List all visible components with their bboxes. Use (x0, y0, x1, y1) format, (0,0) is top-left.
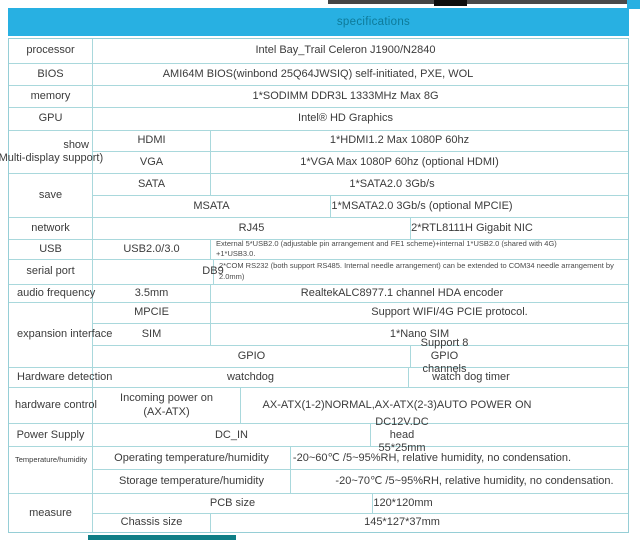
row-storage-temp: Storage temperature/humidity -20~70℃ /5~… (93, 469, 628, 494)
port-label: Incoming power on (AX-ATX) (93, 387, 241, 424)
port-label: DC_IN (93, 424, 371, 447)
spec-value: 1*VGA Max 1080P 60hz (optional HDMI) (300, 156, 499, 169)
spec-value: Intel Bay_Trail Celeron J1900/N2840 (255, 44, 436, 57)
row-group-measure: measure PCB size 120*120mm Chassis size … (9, 494, 628, 533)
spec-label: network (9, 218, 93, 239)
row-audio: audio frequency 3.5mm RealtekALC8977.1 c… (9, 284, 628, 303)
spec-value: -20~60℃ /5~95%RH, relative humidity, no … (292, 451, 572, 464)
row-power-supply: Power Supply DC_IN DC12V.DC head 55*25mm (9, 415, 628, 455)
row-bios: BIOS AMI64M BIOS(winbond 25Q64JWSIQ) sel… (9, 63, 628, 86)
port-label: GPIO (93, 346, 411, 367)
row-sata: SATA 1*SATA2.0 3Gb/s (93, 174, 628, 196)
header-bar: specifications (8, 8, 629, 36)
spec-value: 1*MSATA2.0 3Gb/s (optional MPCIE) (331, 200, 513, 213)
port-label: MPCIE (93, 302, 211, 324)
spec-label: Hardware detection (9, 367, 112, 387)
power-on-label-line1: Incoming power on (120, 392, 213, 405)
bottom-accent-bar (88, 535, 236, 540)
spec-value: RealtekALC8977.1 channel HDA encoder (300, 286, 504, 299)
row-hardware-detection: Hardware detection watchdog watch dog ti… (9, 367, 628, 388)
row-usb: USB USB2.0/3.0 External 5*USB2.0 (adjust… (9, 238, 628, 260)
port-label: PCB size (93, 494, 373, 513)
spec-label: Temperature/humidity (9, 447, 93, 494)
spec-label: USB (9, 239, 93, 259)
spec-label: memory (9, 85, 93, 107)
toolbar-remnant-left (328, 0, 434, 4)
port-label: watchdog (93, 367, 409, 387)
spec-label: processor (9, 39, 93, 63)
row-operating-temp: Operating temperature/humidity -20~60℃ /… (93, 447, 628, 470)
toolbar-remnant-black (434, 0, 467, 6)
row-gpio: GPIO Support 8 GPIO channels (93, 336, 628, 376)
spec-value: 1*SATA2.0 3Gb/s (349, 178, 435, 191)
spec-value: Support 8 GPIO channels (420, 336, 469, 376)
spec-value: Support WIFI/4G PCIE protocol. (371, 306, 528, 319)
spec-value: AMI64M BIOS(winbond 25Q64JWSIQ) self-ini… (162, 67, 474, 80)
spec-value: -20~70℃ /5~95%RH, relative humidity, no … (335, 475, 614, 488)
port-label: DB9 (93, 259, 224, 284)
row-chassis-size: Chassis size 145*127*37mm (93, 512, 628, 533)
spec-value: 1*HDMI1.2 Max 1080P 60hz (329, 134, 470, 147)
spec-value: 1*Nano SIM (389, 328, 450, 341)
display-label-line2: (Multi-display support) (0, 151, 104, 164)
row-group-expansion: expansion interface MPCIE Support WIFI/4… (9, 302, 628, 376)
port-label: HDMI (93, 130, 211, 152)
port-label: SIM (93, 324, 211, 346)
spec-label: BIOS (9, 63, 93, 85)
row-hdmi: HDMI 1*HDMI1.2 Max 1080P 60hz (93, 130, 628, 152)
spec-value: 120*120mm (373, 496, 433, 509)
spec-value: 2*COM RS232 (both support RS485. Interna… (219, 261, 614, 281)
row-pcb-size: PCB size 120*120mm (93, 494, 628, 513)
port-label: 3.5mm (93, 284, 211, 302)
spec-value: 1*SODIMM DDR3L 1333MHz Max 8G (252, 89, 439, 102)
spec-label: hardware control (9, 387, 97, 424)
power-on-label-line2: (AX-ATX) (143, 405, 190, 418)
port-label: USB2.0/3.0 (93, 239, 211, 259)
spec-label: save (9, 174, 93, 218)
row-processor: processor Intel Bay_Trail Celeron J1900/… (9, 39, 628, 64)
row-msata: MSATA 1*MSATA2.0 3Gb/s (optional MPCIE) (93, 195, 628, 218)
port-label: Storage temperature/humidity (93, 470, 291, 494)
port-label: RJ45 (93, 218, 411, 239)
spec-label: expansion interface (9, 302, 112, 367)
spec-value: AX-ATX(1-2)NORMAL,AX-ATX(2-3)AUTO POWER … (262, 398, 532, 411)
port-label: Operating temperature/humidity (93, 447, 291, 470)
spec-table: processor Intel Bay_Trail Celeron J1900/… (0, 38, 629, 533)
row-group-display: show (Multi-display support) HDMI 1*HDMI… (0, 130, 628, 175)
row-gpu: GPU Intel® HD Graphics (9, 107, 628, 131)
row-hardware-control: hardware control Incoming power on (AX-A… (9, 387, 628, 425)
spec-label: audio frequency (9, 284, 95, 302)
row-mpcie: MPCIE Support WIFI/4G PCIE protocol. (93, 302, 628, 324)
row-group-save: save SATA 1*SATA2.0 3Gb/s MSATA 1*MSATA2… (9, 174, 628, 219)
spec-value: watch dog timer (432, 370, 510, 383)
spec-label: measure (9, 494, 93, 532)
spec-label: show (Multi-display support) (0, 130, 103, 174)
spec-value: 2*RTL8111H Gigabit NIC (411, 221, 533, 234)
row-sim: SIM 1*Nano SIM (93, 323, 628, 346)
corner-accent-square (627, 0, 640, 9)
spec-value: 145*127*37mm (364, 516, 440, 529)
toolbar-remnant-right (467, 0, 627, 4)
spec-label: Power Supply (9, 424, 93, 447)
page-title: specifications (336, 16, 411, 28)
row-memory: memory 1*SODIMM DDR3L 1333MHz Max 8G (9, 85, 628, 108)
port-label: SATA (93, 174, 211, 196)
port-label: MSATA (93, 196, 331, 218)
port-label: VGA (93, 152, 211, 174)
row-network: network RJ45 2*RTL8111H Gigabit NIC (9, 218, 628, 240)
spec-label: serial port (9, 259, 93, 284)
spec-value: External 5*USB2.0 (adjustable pin arrang… (216, 238, 557, 259)
spec-value: DC12V.DC head 55*25mm (375, 415, 429, 455)
row-vga: VGA 1*VGA Max 1080P 60hz (optional HDMI) (93, 151, 628, 174)
spec-value: Intel® HD Graphics (298, 112, 393, 124)
display-label-line1: show (63, 138, 89, 151)
row-serial-port: serial port DB9 2*COM RS232 (both suppor… (9, 259, 628, 285)
spec-label: GPU (9, 107, 93, 130)
row-group-environment: Temperature/humidity Operating temperatu… (9, 447, 628, 495)
port-label: Chassis size (93, 513, 211, 533)
